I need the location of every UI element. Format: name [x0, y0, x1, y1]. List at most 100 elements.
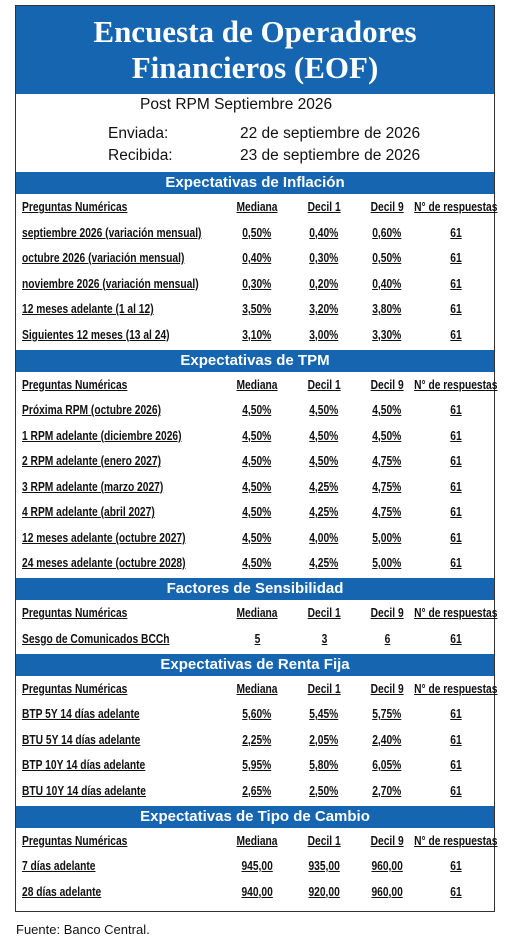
cell-value: 4,00% [309, 530, 339, 545]
cell: 3,20% [292, 297, 356, 323]
cell-value: Mediana [236, 606, 278, 620]
cell: 4,25% [292, 474, 356, 500]
cell: 4,25% [292, 500, 356, 526]
cell-value: 4,50% [242, 454, 272, 469]
cell-value: Mediana [236, 377, 278, 392]
cell-value: 0,30% [242, 276, 272, 291]
section-title: Expectativas de Inflación [16, 172, 494, 194]
cell-value: 61 [450, 783, 462, 798]
table-row: Siguientes 12 meses (13 al 24) 3,10% 3,00%… [16, 322, 494, 348]
cell-value: 2,05% [309, 732, 339, 747]
section-title: Expectativas de TPM [16, 349, 494, 372]
cell: Decil 1 [292, 372, 356, 398]
cell-value: 61 [450, 732, 462, 747]
cell: 0,40% [292, 220, 356, 246]
table-row: octubre 2026 (variación mensual) 0,40% 0,3… [16, 246, 494, 272]
cell-value: 3,50% [242, 302, 272, 317]
cell-value: 0,40% [309, 225, 339, 240]
cell: 4,50% [222, 423, 292, 449]
column-header: Preguntas Numéricas Mediana Decil 1 Decil 9… [16, 676, 498, 702]
cell: 61 [418, 753, 494, 779]
cell: 1 RPM adelante (diciembre 2026) [22, 423, 222, 449]
row-label: 1 RPM adelante (diciembre 2026) [22, 428, 182, 443]
cell: 0,40% [356, 271, 418, 297]
table-row: 24 meses adelante (octubre 2028) 4,50% 4,2… [16, 551, 494, 577]
cell-value: 61 [450, 505, 462, 520]
cell: 6,05% [356, 753, 418, 779]
cell: Próxima RPM (octubre 2026) [22, 398, 222, 424]
cell: Decil 1 [292, 194, 356, 220]
row-label: 4 RPM adelante (abril 2027) [22, 505, 155, 520]
column-header: Preguntas Numéricas Mediana Decil 1 Decil 9… [16, 194, 498, 220]
cell-value: 5,95% [242, 758, 272, 773]
header: Encuesta de Operadores Financieros (EOF) [16, 6, 494, 94]
cell-value: 61 [450, 454, 462, 469]
cell: 960,00 [356, 879, 418, 905]
cell: 920,00 [292, 879, 356, 905]
cell: 4 RPM adelante (abril 2027) [22, 500, 222, 526]
cell: 4,50% [356, 398, 418, 424]
cell: 4,25% [292, 551, 356, 577]
table-row: BTP 10Y 14 días adelante 5,95% 5,80% 6,05% 6… [16, 753, 494, 779]
row-label: Preguntas Numéricas [22, 681, 128, 696]
title-line: Encuesta de Operadores [93, 14, 417, 49]
cell: noviembre 2026 (variación mensual) [22, 271, 222, 297]
cell-value: 4,75% [372, 454, 402, 469]
cell-value: 4,50% [309, 428, 339, 443]
cell: 2,50% [292, 778, 356, 804]
cell: Decil 9 [356, 600, 418, 626]
cell: 28 días adelante [22, 879, 222, 905]
table-row: noviembre 2026 (variación mensual) 0,30% 0… [16, 271, 494, 297]
cell-value: 4,50% [242, 479, 272, 494]
cell-value: 2,65% [242, 783, 272, 798]
cell-value: 2,25% [242, 732, 272, 747]
cell-value: 61 [450, 302, 462, 317]
section: Expectativas de Tipo de Cambio Preguntas … [16, 805, 498, 905]
cell-value: 4,50% [372, 403, 402, 418]
cell-value: 4,50% [309, 454, 339, 469]
cell: 61 [418, 297, 494, 323]
column-header: Preguntas Numéricas Mediana Decil 1 Decil 9… [16, 372, 498, 398]
cell-value: 4,50% [309, 403, 339, 418]
cell: 12 meses adelante (1 al 12) [22, 297, 222, 323]
table-row: 28 días adelante 940,00 920,00 960,00 61 [16, 879, 494, 905]
cell: 4,00% [292, 525, 356, 551]
cell: N° de respuestas [414, 194, 497, 220]
cell-value: 2,70% [372, 783, 402, 798]
cell: Preguntas Numéricas [22, 676, 222, 702]
cell: 2,40% [356, 727, 418, 753]
cell: 5,75% [356, 702, 418, 728]
cell: 3,80% [356, 297, 418, 323]
cell-value: 61 [450, 327, 462, 342]
cell-value: 920,00 [308, 884, 340, 899]
cell: 0,50% [222, 220, 292, 246]
cell: 61 [418, 727, 494, 753]
cell: Mediana [222, 372, 292, 398]
row-label: 2 RPM adelante (enero 2027) [22, 454, 162, 469]
column-header: Preguntas Numéricas Mediana Decil 1 Decil 9… [16, 600, 498, 626]
cell: 61 [418, 322, 494, 348]
cell-value: 4,50% [242, 428, 272, 443]
cell-value: 4,50% [242, 505, 272, 520]
cell: Preguntas Numéricas [22, 828, 222, 854]
date-value: 22 de septiembre de 2026 [240, 125, 421, 142]
cell-value: 2,40% [372, 732, 402, 747]
cell: BTU 5Y 14 días adelante [22, 727, 222, 753]
section: Expectativas de Inflación Preguntas Numér… [16, 172, 498, 348]
row-label: Preguntas Numéricas [22, 377, 128, 392]
cell: octubre 2026 (variación mensual) [22, 246, 222, 272]
cell: 0,30% [222, 271, 292, 297]
cell: Sesgo de Comunicados BCCh [22, 626, 222, 652]
cell: 4,50% [222, 449, 292, 475]
table-row: 2 RPM adelante (enero 2027) 4,50% 4,50% 4,7… [16, 449, 494, 475]
cell: 3,50% [222, 297, 292, 323]
cell: 61 [418, 474, 494, 500]
cell: 3 RPM adelante (marzo 2027) [22, 474, 222, 500]
cell-value: 5,75% [372, 707, 402, 722]
cell-value: 0,30% [309, 251, 339, 266]
cell: BTP 5Y 14 días adelante [22, 702, 222, 728]
cell-value: 960,00 [371, 884, 403, 899]
row-label: BTP 5Y 14 días adelante [22, 707, 140, 722]
cell: septiembre 2026 (variación mensual) [22, 220, 222, 246]
cell-value: 4,25% [309, 556, 339, 571]
